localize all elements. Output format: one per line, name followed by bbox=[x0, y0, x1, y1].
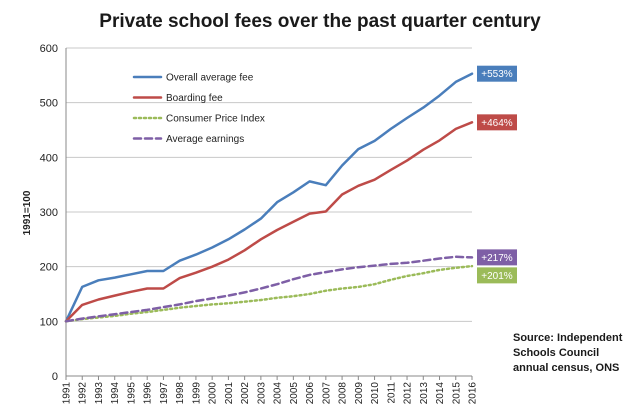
x-tick-label: 2015 bbox=[451, 382, 462, 405]
x-tick-label: 1995 bbox=[126, 382, 137, 405]
y-tick-label: 300 bbox=[40, 207, 58, 219]
y-tick-label: 400 bbox=[40, 152, 58, 164]
source-note: Source: Independent Schools Council annu… bbox=[513, 332, 623, 374]
x-tick-label: 1997 bbox=[159, 382, 170, 405]
gridlines bbox=[66, 47, 472, 322]
y-axis-label: 1991=100 bbox=[22, 190, 33, 235]
x-tick-label: 2004 bbox=[273, 382, 284, 405]
x-tick-label: 2000 bbox=[208, 382, 219, 405]
end-label-box bbox=[477, 114, 517, 131]
x-tick-label: 2005 bbox=[289, 382, 300, 405]
end-label-text: +201% bbox=[481, 271, 513, 282]
y-tick-labels: 0 100 200 300 400 500 600 bbox=[40, 43, 58, 383]
series-lines bbox=[64, 72, 474, 323]
x-tick-label: 1994 bbox=[110, 382, 121, 405]
source-line-3: annual census, ONS bbox=[513, 362, 619, 374]
end-label-consumer-price-index: +201% bbox=[477, 267, 517, 284]
y-tick-label: 200 bbox=[40, 262, 58, 274]
x-tick-label: 2007 bbox=[321, 382, 332, 405]
x-tick-label: 2001 bbox=[224, 382, 235, 405]
x-tick-label: 2011 bbox=[386, 382, 397, 404]
x-tick-label: 2002 bbox=[240, 382, 251, 405]
x-tick-label: 2016 bbox=[468, 382, 479, 405]
x-tick-label: 2014 bbox=[435, 382, 446, 405]
source-line-2: Schools Council bbox=[513, 347, 599, 359]
legend: Overall average fee Boarding fee Consumer … bbox=[132, 73, 265, 145]
x-tick-label: 1996 bbox=[143, 382, 154, 405]
x-tick-label: 2013 bbox=[419, 382, 430, 405]
end-label-box bbox=[477, 249, 517, 266]
x-tick-label: 2012 bbox=[403, 382, 414, 405]
end-label-text: +553% bbox=[481, 69, 513, 80]
series-line-overall-average-fee bbox=[64, 72, 474, 323]
y-tick-label: 500 bbox=[40, 98, 58, 110]
end-label-boarding-fee: +464% bbox=[477, 114, 517, 131]
x-tick-labels: 1991 1992 1993 1994 1995 1996 1997 1998 1999 2000… bbox=[62, 376, 479, 404]
chart-title: Private school fees over the past quarte… bbox=[99, 11, 541, 32]
y-tick-label: 600 bbox=[40, 43, 58, 55]
series-line-consumer-price-index bbox=[64, 264, 474, 323]
end-label-average-earnings: +217% bbox=[477, 249, 517, 266]
end-label-overall-average-fee: +553% bbox=[477, 65, 517, 82]
y-tick-label: 0 bbox=[52, 371, 58, 383]
x-tick-label: 2010 bbox=[370, 382, 381, 405]
x-tick-label: 1998 bbox=[175, 382, 186, 405]
x-tick-label: 1993 bbox=[94, 382, 105, 405]
legend-label-overall-average-fee: Overall average fee bbox=[166, 73, 254, 84]
end-labels: +553% +464% +201% +217% bbox=[477, 65, 517, 284]
x-tick-label: 1992 bbox=[78, 382, 89, 405]
x-tick-label: 2009 bbox=[354, 382, 365, 405]
legend-label-boarding-fee: Boarding fee bbox=[166, 93, 223, 104]
y-tick-label: 100 bbox=[40, 316, 58, 328]
source-line-1: Source: Independent bbox=[513, 332, 623, 344]
x-tick-label: 1991 bbox=[62, 382, 73, 405]
legend-label-average-earnings: Average earnings bbox=[166, 134, 244, 145]
end-label-box bbox=[477, 65, 517, 82]
end-label-text: +464% bbox=[481, 118, 513, 129]
end-label-box bbox=[477, 267, 517, 284]
x-tick-label: 2008 bbox=[338, 382, 349, 405]
end-label-text: +217% bbox=[481, 253, 513, 264]
x-tick-label: 2006 bbox=[305, 382, 316, 405]
legend-label-consumer-price-index: Consumer Price Index bbox=[166, 114, 265, 125]
x-tick-label: 1999 bbox=[191, 382, 202, 405]
series-line-boarding-fee bbox=[64, 121, 474, 323]
x-tick-label: 2003 bbox=[256, 382, 267, 405]
series-line-average-earnings bbox=[64, 255, 474, 323]
